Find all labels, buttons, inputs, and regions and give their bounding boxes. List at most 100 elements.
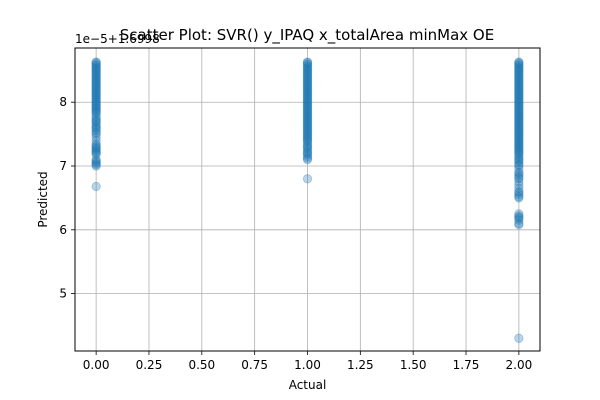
- x-tick-label: 0.75: [241, 358, 268, 372]
- scatter-point: [91, 111, 101, 121]
- scatter-point: [302, 148, 313, 158]
- scatter-point: [514, 98, 524, 109]
- scatter-point: [302, 112, 313, 123]
- scatter-point: [302, 72, 313, 82]
- scatter-point: [514, 164, 524, 174]
- scatter-point: [91, 72, 101, 82]
- scatter-point: [514, 97, 524, 107]
- scatter-point: [514, 146, 524, 156]
- scatter-point: [302, 98, 313, 109]
- scatter-point: [302, 129, 313, 139]
- scatter-point: [91, 149, 101, 160]
- scatter-point: [302, 80, 313, 91]
- y-tick-label: 5: [59, 287, 67, 301]
- scatter-point: [514, 117, 524, 128]
- scatter-point: [302, 97, 313, 107]
- x-tick-label: 1.00: [294, 358, 321, 372]
- scatter-point: [302, 106, 313, 116]
- scatter-point: [302, 121, 313, 132]
- scatter-point: [302, 86, 313, 96]
- scatter-point: [514, 191, 524, 202]
- scatter-point: [91, 160, 101, 170]
- scatter-point: [514, 215, 524, 225]
- scatter-point: [514, 100, 524, 110]
- y-tick-label: 7: [59, 159, 67, 173]
- scatter-point: [302, 143, 313, 153]
- scatter-point: [514, 107, 524, 118]
- scatter-point: [91, 87, 101, 97]
- scatter-point: [91, 107, 101, 118]
- scatter-point: [302, 68, 313, 78]
- scatter-point: [302, 89, 313, 100]
- scatter-point: [302, 151, 313, 162]
- scatter-point: [91, 101, 101, 111]
- y-axis-title: Predicted: [36, 171, 50, 227]
- scatter-point: [514, 161, 524, 171]
- scatter-point: [302, 145, 313, 155]
- scatter-point: [514, 170, 524, 181]
- scatter-point: [302, 140, 313, 151]
- scatter-point: [302, 65, 313, 76]
- scatter-point: [302, 147, 313, 157]
- scatter-point: [302, 154, 313, 165]
- scatter-point: [514, 57, 524, 67]
- scatter-point: [514, 68, 524, 78]
- scatter-point: [302, 111, 313, 121]
- scatter-point: [514, 135, 524, 146]
- scatter-point: [514, 209, 524, 219]
- scatter-point: [514, 183, 524, 194]
- scatter-point: [514, 125, 524, 135]
- scatter-point: [302, 134, 313, 144]
- x-tick-label: 0.25: [136, 358, 163, 372]
- scatter-point: [514, 110, 524, 120]
- scatter-point: [302, 82, 313, 92]
- scatter-point: [514, 193, 524, 203]
- scatter-point: [91, 59, 101, 69]
- scatter-point: [514, 87, 524, 97]
- scatter-point: [514, 128, 524, 138]
- scatter-point: [91, 115, 101, 125]
- scatter-point: [302, 124, 313, 134]
- scatter-point: [302, 101, 313, 111]
- scatter-point: [91, 73, 101, 83]
- scatter-point: [514, 112, 524, 123]
- scatter-point: [514, 148, 524, 158]
- scatter-point: [302, 133, 313, 143]
- scatter-point: [514, 116, 524, 127]
- x-tick-label: 0.00: [83, 358, 110, 372]
- scatter-point: [302, 69, 313, 79]
- scatter-point: [302, 96, 313, 106]
- scatter-point: [514, 83, 524, 93]
- points-layer: [91, 57, 524, 343]
- scatter-point: [302, 107, 313, 118]
- scatter-point: [514, 124, 524, 134]
- scatter-point: [302, 137, 313, 147]
- scatter-point: [514, 190, 524, 200]
- scatter-point: [514, 73, 524, 83]
- scatter-point: [514, 143, 524, 153]
- scatter-point: [514, 101, 524, 111]
- scatter-point: [514, 64, 524, 74]
- scatter-point: [91, 65, 101, 76]
- scatter-point: [514, 120, 524, 130]
- x-axis-title: Actual: [289, 378, 327, 392]
- scatter-point: [91, 156, 101, 166]
- scatter-point: [91, 88, 101, 98]
- grid-layer: [75, 48, 540, 351]
- scatter-point: [514, 213, 524, 224]
- scatter-point: [91, 98, 101, 109]
- scatter-point: [302, 174, 313, 184]
- scatter-point: [302, 57, 313, 67]
- scatter-point: [302, 57, 313, 68]
- scatter-point: [91, 64, 101, 74]
- scatter-point: [514, 130, 524, 141]
- scatter-point: [514, 174, 524, 184]
- scatter-point: [514, 94, 524, 105]
- scatter-point: [302, 116, 313, 127]
- scatter-point: [302, 94, 313, 105]
- scatter-point: [514, 93, 524, 104]
- scatter-point: [91, 82, 101, 92]
- scatter-point: [514, 59, 524, 69]
- scatter-point: [302, 114, 313, 124]
